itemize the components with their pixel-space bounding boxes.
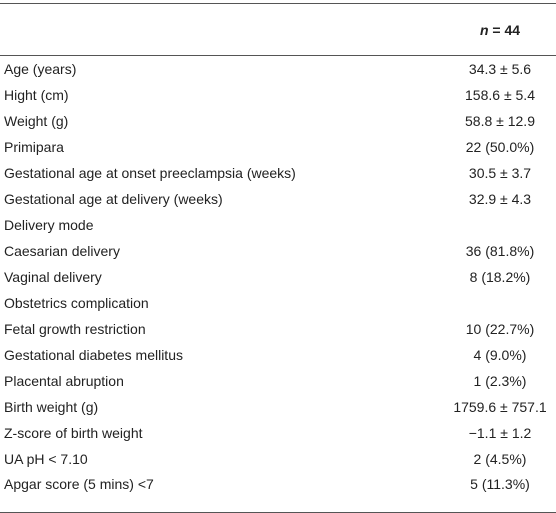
row-value: 1759.6 ± 757.1	[453, 399, 547, 415]
row-label: Birth weight (g)	[4, 399, 99, 415]
table: n = 44 Age (years) 34.3 ± 5.6 Hight (cm) 15…	[0, 3, 556, 513]
table-row: UA pH < 7.10 2 (4.5%)	[0, 446, 556, 472]
row-value-empty	[444, 212, 556, 238]
table-row: Placental abruption 1 (2.3%)	[0, 368, 556, 394]
row-label: Gestational diabetes mellitus	[4, 347, 183, 363]
table-row: Vaginal delivery 8 (18.2%)	[0, 264, 556, 290]
header-value: = 44	[492, 21, 521, 38]
row-value: 8 (18.2%)	[469, 269, 531, 285]
row-label: Obstetrics complication	[4, 295, 149, 311]
table-row: Apgar score (5 mins) <7 5 (11.3%)	[0, 472, 556, 513]
row-label: Primipara	[4, 139, 64, 155]
row-value: 30.5 ± 3.7	[468, 165, 532, 181]
row-value: 2 (4.5%)	[473, 451, 527, 467]
row-label: Weight (g)	[4, 113, 69, 129]
row-value: 1 (2.3%)	[473, 373, 527, 389]
table-row: Delivery mode	[0, 212, 556, 238]
row-label: Z-score of birth weight	[4, 425, 143, 441]
table-row: Fetal growth restriction 10 (22.7%)	[0, 316, 556, 342]
table-row: Obstetrics complication	[0, 290, 556, 316]
table-row: Primipara 22 (50.0%)	[0, 134, 556, 160]
row-label: Delivery mode	[4, 217, 94, 233]
row-value: 5 (11.3%)	[444, 472, 556, 513]
row-label: Gestational age at onset preeclampsia (w…	[4, 165, 296, 181]
row-value: 4 (9.0%)	[473, 347, 527, 363]
row-label: Caesarian delivery	[4, 243, 120, 259]
table-row: Gestational diabetes mellitus 4 (9.0%)	[0, 342, 556, 368]
row-value: 58.8 ± 12.9	[465, 113, 535, 129]
row-value-empty	[444, 290, 556, 316]
row-label: Gestational age at delivery (weeks)	[4, 191, 223, 207]
row-label: Fetal growth restriction	[4, 321, 146, 337]
row-label: Hight (cm)	[4, 87, 69, 103]
row-value: 34.3 ± 5.6	[468, 61, 532, 77]
table-row: Hight (cm) 158.6 ± 5.4	[0, 82, 556, 108]
table-row: Gestational age at delivery (weeks) 32.9 …	[0, 186, 556, 212]
header-cell: n = 44	[444, 3, 556, 56]
header-row: n = 44	[0, 3, 556, 56]
row-label: Age (years)	[4, 61, 77, 77]
table-body: Age (years) 34.3 ± 5.6 Hight (cm) 158.6 ± 5…	[0, 56, 556, 513]
row-value: 158.6 ± 5.4	[465, 87, 535, 103]
table-row: Gestational age at onset preeclampsia (w…	[0, 160, 556, 186]
row-value: 32.9 ± 4.3	[468, 191, 532, 207]
row-value: 10 (22.7%)	[465, 321, 535, 337]
table-row: Caesarian delivery 36 (81.8%)	[0, 238, 556, 264]
table-row: Z-score of birth weight −1.1 ± 1.2	[0, 420, 556, 446]
header-empty	[0, 3, 444, 56]
table-row: Birth weight (g) 1759.6 ± 757.1	[0, 394, 556, 420]
table-header: n = 44	[0, 3, 556, 56]
row-label: Apgar score (5 mins) <7	[0, 472, 444, 513]
row-label: UA pH < 7.10	[4, 451, 88, 467]
row-value: 22 (50.0%)	[465, 139, 535, 155]
header-symbol: n	[479, 21, 489, 38]
table-row: Weight (g) 58.8 ± 12.9	[0, 108, 556, 134]
row-label: Vaginal delivery	[4, 269, 102, 285]
row-value: 36 (81.8%)	[465, 243, 535, 259]
row-label: Placental abruption	[4, 373, 124, 389]
table-row: Age (years) 34.3 ± 5.6	[0, 56, 556, 83]
row-value: −1.1 ± 1.2	[468, 425, 532, 441]
